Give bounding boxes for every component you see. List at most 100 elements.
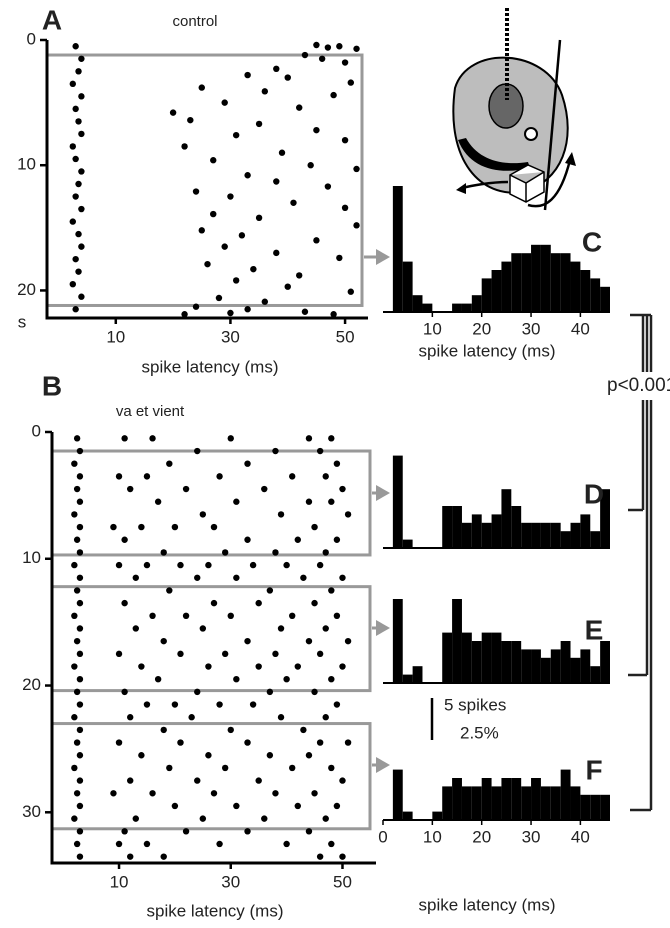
spike <box>177 561 184 569</box>
spike <box>300 574 307 581</box>
spike <box>71 612 78 620</box>
spike <box>333 701 341 708</box>
spike <box>76 777 84 784</box>
histogram-bar <box>461 303 472 312</box>
spike <box>294 802 301 810</box>
histogram-bar <box>580 270 591 312</box>
histogram-bar <box>471 295 482 312</box>
histogram-bar <box>412 295 423 312</box>
x-tick-label: 30 <box>522 827 541 846</box>
spike <box>76 802 84 810</box>
histogram-bar <box>600 641 610 683</box>
spike <box>71 460 78 467</box>
spike <box>255 777 262 784</box>
spike <box>311 688 318 696</box>
histogram-bar <box>471 514 482 548</box>
spike <box>75 118 82 125</box>
spike <box>328 435 335 442</box>
spike <box>76 828 84 835</box>
histogram-bar <box>580 649 591 683</box>
spike <box>311 599 318 607</box>
y-tick-label: 20 <box>22 675 41 694</box>
spike <box>160 726 167 734</box>
spike <box>266 688 274 696</box>
spike <box>121 599 128 607</box>
spike <box>266 752 274 759</box>
spike <box>75 68 82 75</box>
spike <box>311 790 318 797</box>
spike <box>194 447 201 455</box>
spike <box>289 473 296 480</box>
histogram-bar <box>600 794 610 820</box>
histogram-bar <box>511 253 522 312</box>
panel-title: control <box>172 13 217 30</box>
spike <box>199 625 207 632</box>
spike <box>233 802 240 810</box>
spike <box>187 116 194 124</box>
spike <box>289 612 296 620</box>
spike <box>166 764 173 772</box>
histogram-bar <box>471 641 482 683</box>
spike <box>277 714 285 721</box>
spike <box>76 701 84 708</box>
spike <box>284 74 291 81</box>
spike <box>76 625 84 632</box>
spike <box>73 790 81 797</box>
x-tick-label: 10 <box>110 872 129 891</box>
spike <box>333 536 341 543</box>
spike <box>72 155 79 163</box>
label-background <box>606 372 670 400</box>
spike <box>132 625 139 632</box>
spike <box>341 204 349 212</box>
scale-note: 2.5% <box>460 723 499 742</box>
eye-diagram <box>452 8 576 211</box>
spike <box>221 650 229 658</box>
histogram-bar <box>560 531 571 548</box>
spike <box>322 625 329 632</box>
spike <box>198 84 205 91</box>
spike <box>127 485 134 493</box>
significance-label: p<0.001 <box>607 375 670 396</box>
spike <box>341 136 349 144</box>
spike <box>261 485 268 493</box>
spike <box>171 701 179 708</box>
spike <box>344 511 352 518</box>
spike <box>73 637 81 645</box>
motion-arrow <box>527 159 572 208</box>
spike <box>76 752 84 759</box>
histogram-bar <box>392 769 403 820</box>
spike <box>307 162 314 169</box>
spike <box>330 91 337 99</box>
histogram-bar <box>452 778 462 820</box>
spike <box>255 663 262 670</box>
y-tick-label: 10 <box>22 548 41 567</box>
spike <box>278 149 286 156</box>
histogram-bar <box>481 778 492 820</box>
spike <box>244 71 251 79</box>
histogram-bar <box>491 632 502 683</box>
spike <box>272 549 279 556</box>
spike <box>322 815 329 822</box>
arrow-head <box>376 757 390 773</box>
histogram-bar <box>422 303 433 312</box>
histogram-bar <box>461 522 472 548</box>
spike <box>261 298 269 305</box>
spike <box>182 485 190 493</box>
spike <box>194 574 201 581</box>
spike <box>272 790 279 797</box>
histogram-bar <box>481 278 492 312</box>
spike <box>221 764 229 772</box>
spike <box>115 561 123 569</box>
spike <box>71 815 78 822</box>
spike <box>294 663 301 670</box>
spike <box>127 714 134 721</box>
spike <box>301 51 309 59</box>
spike <box>72 193 79 200</box>
spike <box>110 790 117 797</box>
spike <box>198 227 205 234</box>
spike <box>333 802 341 810</box>
spike <box>244 306 251 313</box>
histogram-bar <box>550 522 561 548</box>
spike <box>273 178 280 185</box>
